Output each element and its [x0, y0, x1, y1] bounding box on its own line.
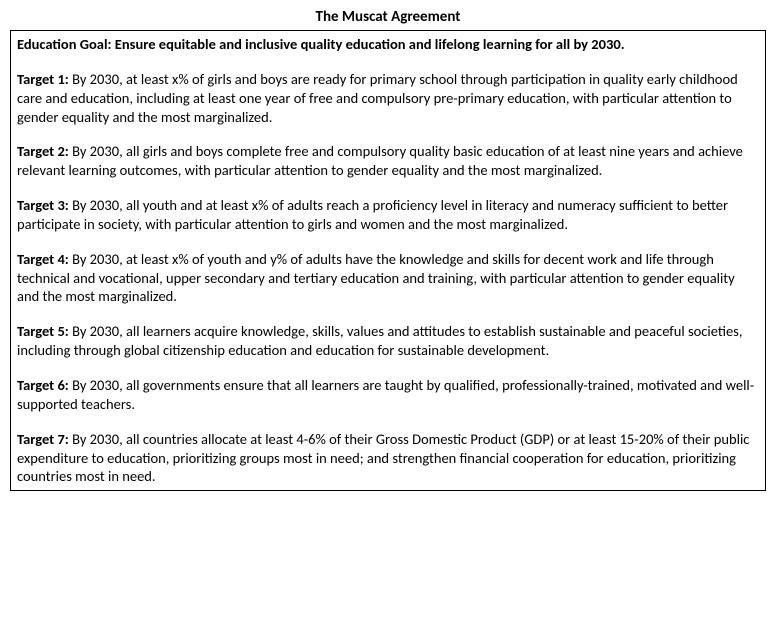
target-text: By 2030, at least x% of youth and y% of … [17, 250, 735, 306]
target-item: Target 2: By 2030, all girls and boys co… [17, 142, 759, 180]
target-label: Target 4: [17, 250, 69, 268]
target-text: By 2030, all youth and at least x% of ad… [17, 196, 728, 233]
education-goal: Education Goal: Ensure equitable and inc… [17, 35, 759, 54]
target-label: Target 1: [17, 70, 69, 88]
target-item: Target 5: By 2030, all learners acquire … [17, 322, 759, 360]
target-label: Target 6: [17, 376, 69, 394]
target-label: Target 5: [17, 322, 69, 340]
target-text: By 2030, at least x% of girls and boys a… [17, 70, 738, 126]
target-text: By 2030, all learners acquire knowledge,… [17, 322, 742, 359]
target-item: Target 7: By 2030, all countries allocat… [17, 430, 759, 487]
target-item: Target 6: By 2030, all governments ensur… [17, 376, 759, 414]
target-label: Target 3: [17, 196, 69, 214]
content-box: Education Goal: Ensure equitable and inc… [10, 30, 766, 491]
target-label: Target 2: [17, 142, 69, 160]
target-text: By 2030, all governments ensure that all… [17, 376, 754, 413]
target-item: Target 4: By 2030, at least x% of youth … [17, 250, 759, 307]
target-label: Target 7: [17, 430, 69, 448]
target-text: By 2030, all countries allocate at least… [17, 430, 749, 486]
document-title: The Muscat Agreement [10, 8, 766, 26]
target-item: Target 3: By 2030, all youth and at leas… [17, 196, 759, 234]
target-text: By 2030, all girls and boys complete fre… [17, 142, 743, 179]
target-item: Target 1: By 2030, at least x% of girls … [17, 70, 759, 127]
